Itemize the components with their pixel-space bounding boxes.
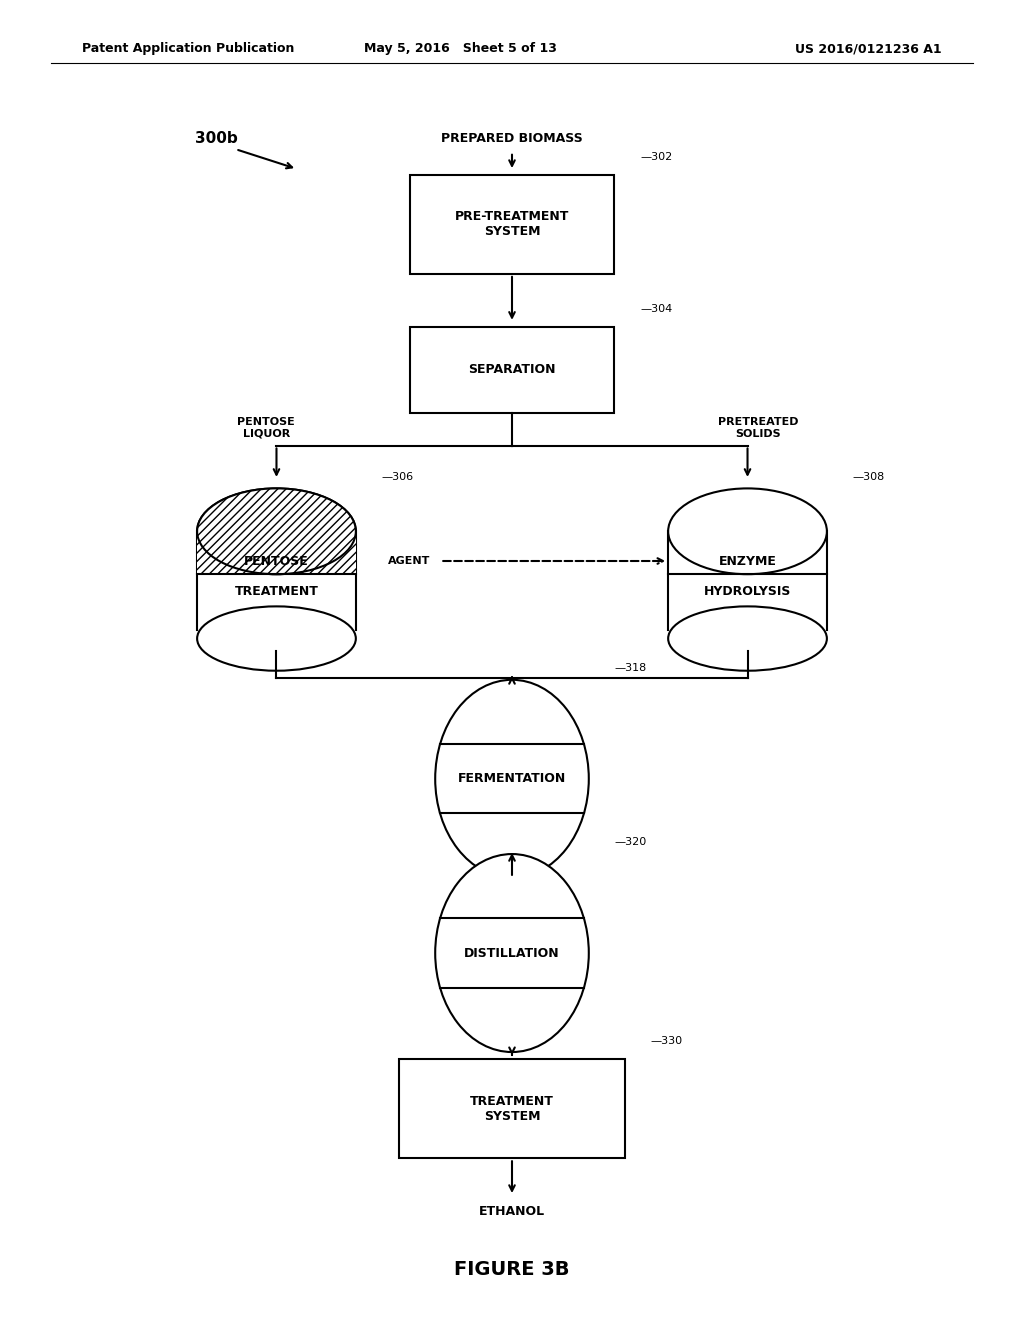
Text: SEPARATION: SEPARATION	[468, 363, 556, 376]
Text: —318: —318	[614, 663, 646, 673]
Ellipse shape	[197, 488, 356, 574]
Text: —306: —306	[382, 471, 414, 482]
Ellipse shape	[197, 488, 356, 574]
Text: DISTILLATION: DISTILLATION	[464, 946, 560, 960]
Text: May 5, 2016   Sheet 5 of 13: May 5, 2016 Sheet 5 of 13	[365, 42, 557, 55]
Text: Patent Application Publication: Patent Application Publication	[82, 42, 294, 55]
Ellipse shape	[668, 488, 827, 574]
Text: TREATMENT
SYSTEM: TREATMENT SYSTEM	[470, 1094, 554, 1123]
Text: —330: —330	[650, 1036, 682, 1045]
Text: —308: —308	[852, 471, 885, 482]
Bar	[410, 327, 614, 412]
Bar	[410, 176, 614, 275]
Ellipse shape	[668, 606, 827, 671]
Text: PRETREATED
SOLIDS: PRETREATED SOLIDS	[718, 417, 798, 438]
Text: —302: —302	[640, 152, 672, 162]
Bar	[399, 1059, 625, 1159]
Bar	[197, 532, 356, 574]
Text: PREPARED BIOMASS: PREPARED BIOMASS	[441, 132, 583, 145]
Text: US 2016/0121236 A1: US 2016/0121236 A1	[796, 42, 942, 55]
Text: TREATMENT: TREATMENT	[234, 585, 318, 598]
Circle shape	[435, 854, 589, 1052]
Circle shape	[435, 680, 589, 878]
Text: HYDROLYSIS: HYDROLYSIS	[703, 585, 792, 598]
Text: AGENT: AGENT	[388, 556, 430, 566]
Text: ETHANOL: ETHANOL	[479, 1205, 545, 1218]
Text: FERMENTATION: FERMENTATION	[458, 772, 566, 785]
Text: FIGURE 3B: FIGURE 3B	[455, 1261, 569, 1279]
Bar	[197, 531, 356, 639]
Text: PENTOSE
LIQUOR: PENTOSE LIQUOR	[238, 417, 295, 438]
Text: ENZYME: ENZYME	[719, 554, 776, 568]
Text: —304: —304	[640, 304, 672, 314]
Text: —320: —320	[614, 837, 646, 847]
Text: 300b: 300b	[195, 131, 238, 147]
Bar	[668, 531, 827, 639]
Ellipse shape	[197, 606, 356, 671]
Text: PRE-TREATMENT
SYSTEM: PRE-TREATMENT SYSTEM	[455, 210, 569, 239]
Text: PENTOSE: PENTOSE	[244, 554, 309, 568]
